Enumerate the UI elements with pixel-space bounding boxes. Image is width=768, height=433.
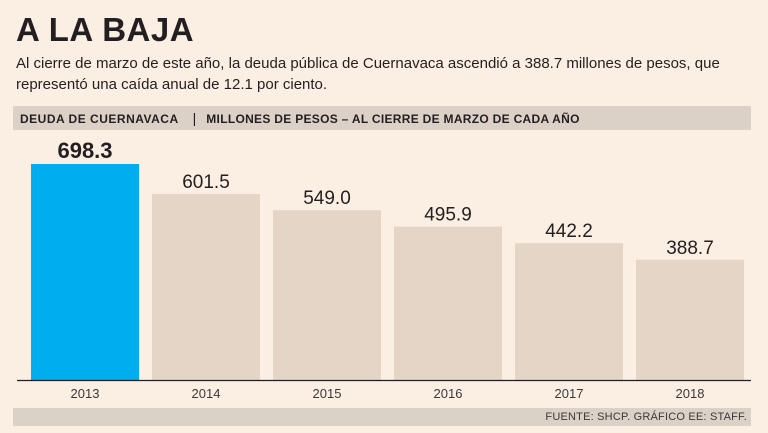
value-label-2013: 698.3: [57, 138, 112, 163]
bar-2014: [152, 193, 260, 380]
chart-header-separator: |: [192, 110, 197, 126]
chart-unit-label: MILLONES DE PESOS – AL CIERRE DE MARZO D…: [206, 112, 580, 126]
category-label-2015: 2015: [313, 386, 342, 401]
bar-2016: [394, 226, 502, 380]
footer-band: FUENTE: SHCP. GRÁFICO EE: STAFF.: [13, 408, 751, 426]
chart-series-name: DEUDA DE CUERNAVACA: [20, 112, 179, 126]
bar-chart: 698.3 2013 601.5 2014 549.0 2015 495.9 2016 442.…: [17, 138, 751, 401]
source-credit: FUENTE: SHCP. GRÁFICO EE: STAFF.: [545, 411, 747, 423]
bar-2017: [515, 243, 623, 380]
value-label-2016: 495.9: [424, 205, 472, 226]
bar-2018: [636, 259, 744, 380]
category-label-2016: 2016: [434, 386, 463, 401]
category-label-2014: 2014: [192, 386, 221, 401]
bar-2015: [273, 210, 381, 380]
category-label-2013: 2013: [71, 386, 100, 401]
value-label-2017: 442.2: [545, 221, 593, 242]
chart-subtitle: Al cierre de marzo de este año, la deuda…: [16, 55, 720, 93]
chart-title: A LA BAJA: [16, 11, 195, 48]
bar-2013: [31, 164, 139, 380]
value-label-2018: 388.7: [666, 238, 714, 259]
value-label-2015: 549.0: [303, 188, 351, 209]
category-label-2018: 2018: [676, 386, 705, 401]
value-label-2014: 601.5: [182, 172, 230, 193]
category-label-2017: 2017: [555, 386, 584, 401]
chart-header-band: DEUDA DE CUERNAVACA | MILLONES DE PESOS – …: [13, 106, 751, 130]
